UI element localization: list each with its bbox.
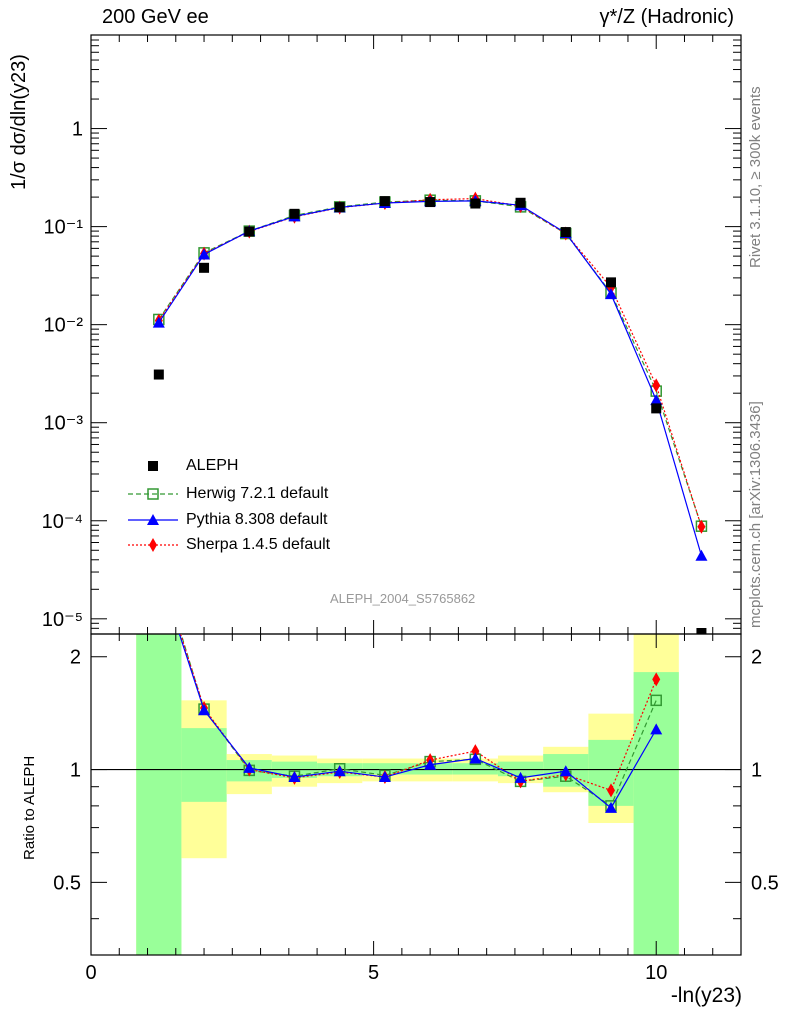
legend-label-pythia: Pythia 8.308 default bbox=[186, 511, 328, 528]
ratio-point bbox=[471, 744, 480, 759]
stat-uncertainty-band bbox=[452, 763, 498, 775]
data-point bbox=[606, 277, 616, 288]
ratio-point bbox=[559, 765, 572, 777]
ratio-y-axis-label: Ratio to ALEPH bbox=[21, 755, 38, 860]
legend-label-sherpa: Sherpa 1.4.5 default bbox=[186, 536, 331, 553]
data-point bbox=[515, 197, 526, 208]
legend-label-herwig: Herwig 7.2.1 default bbox=[186, 485, 329, 502]
y-tick-label: 10⁻⁴ bbox=[42, 511, 83, 533]
y-tick-label: 1 bbox=[72, 119, 83, 141]
stat-uncertainty-band bbox=[633, 672, 679, 955]
data-point bbox=[152, 316, 165, 328]
legend-marker bbox=[147, 488, 159, 500]
ratio-point bbox=[652, 672, 661, 687]
title-left: 200 GeV ee bbox=[102, 6, 209, 28]
x-tick-label: 0 bbox=[85, 962, 96, 984]
ratio-y-tick-label-right: 0.5 bbox=[751, 872, 779, 894]
ratio-point bbox=[198, 704, 211, 716]
ratio-point bbox=[607, 783, 615, 798]
legend-marker bbox=[148, 461, 158, 471]
ratio-plot-frame bbox=[90, 633, 742, 956]
data-point bbox=[650, 394, 663, 406]
ratio-point bbox=[288, 771, 301, 783]
series-herwig bbox=[153, 194, 708, 532]
title-right: γ*/Z (Hadronic) bbox=[599, 6, 734, 28]
ratio-y-tick-label-right: 2 bbox=[751, 647, 762, 669]
data-point bbox=[425, 197, 436, 208]
ratio-y-tick-label: 0.5 bbox=[53, 872, 81, 894]
legend-marker bbox=[149, 538, 157, 552]
data-point bbox=[199, 262, 210, 273]
ratio-point bbox=[650, 694, 662, 707]
data-point bbox=[244, 226, 255, 237]
ratio-y-tick-label: 1 bbox=[70, 760, 81, 782]
ratio-y-tick-label: 2 bbox=[70, 647, 81, 669]
series-aleph bbox=[153, 196, 707, 634]
y-tick-label: 10⁻⁵ bbox=[42, 609, 83, 631]
x-tick-label: 10 bbox=[645, 962, 667, 984]
side-label-bottom: mcplots.cern.ch [arXiv:1306.3436] bbox=[747, 401, 764, 628]
legend-label-aleph: ALEPH bbox=[186, 457, 239, 474]
ratio-point bbox=[469, 752, 482, 764]
data-point bbox=[605, 288, 617, 300]
y-tick-label: 10⁻¹ bbox=[44, 217, 84, 239]
series-line bbox=[158, 199, 703, 527]
data-point bbox=[153, 369, 164, 380]
ratio-point bbox=[650, 723, 663, 735]
ratio-point bbox=[605, 801, 617, 813]
ratio-line bbox=[178, 634, 657, 809]
data-point bbox=[695, 549, 708, 561]
y-axis-label: 1/σ dσ/dln(y23) bbox=[8, 54, 30, 190]
y-tick-label: 10⁻³ bbox=[44, 413, 84, 435]
stat-uncertainty-band bbox=[362, 763, 408, 775]
data-point bbox=[198, 248, 211, 260]
data-point bbox=[470, 198, 481, 209]
ratio-point bbox=[155, 559, 163, 573]
y-tick-label: 10⁻² bbox=[44, 315, 84, 337]
ratio-point bbox=[153, 564, 165, 575]
series-line bbox=[158, 198, 703, 527]
series-pythia bbox=[152, 194, 708, 561]
data-point bbox=[697, 519, 706, 534]
data-point bbox=[379, 196, 390, 207]
ratio-point bbox=[333, 765, 346, 777]
analysis-id: ALEPH_2004_S5765862 bbox=[330, 591, 476, 606]
uncertainty-bands bbox=[136, 634, 679, 955]
legend bbox=[128, 461, 178, 552]
ratio-point bbox=[243, 761, 256, 773]
stat-uncertainty-band bbox=[136, 634, 182, 955]
data-point bbox=[696, 628, 707, 634]
data-point bbox=[289, 208, 300, 219]
stat-uncertainty-band bbox=[181, 728, 227, 802]
x-tick-label: 5 bbox=[368, 962, 379, 984]
data-point bbox=[651, 403, 662, 414]
side-label-top: Rivet 3.1.10, ≥ 300k events bbox=[747, 86, 764, 268]
data-point bbox=[334, 202, 345, 213]
x-axis-label: -ln(y23) bbox=[670, 984, 742, 1007]
legend-marker bbox=[147, 514, 159, 525]
ratio-y-tick-label-right: 1 bbox=[751, 760, 762, 782]
ratio-point bbox=[154, 556, 164, 566]
series-sherpa bbox=[154, 191, 706, 534]
ratio-point bbox=[514, 771, 527, 783]
ratio-point bbox=[378, 771, 391, 783]
ratio-series-pythia bbox=[153, 564, 663, 813]
data-point bbox=[652, 378, 661, 393]
data-point bbox=[560, 227, 571, 238]
ratio-point bbox=[424, 758, 437, 770]
